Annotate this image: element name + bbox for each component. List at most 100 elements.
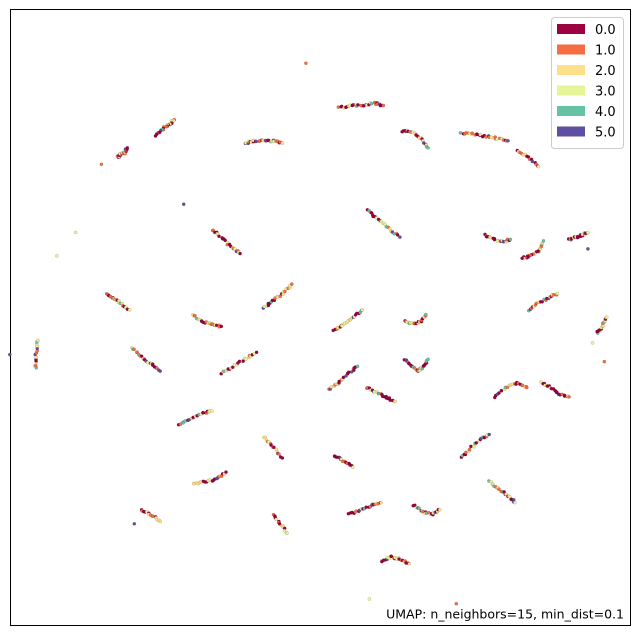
data-point [153, 134, 158, 138]
data-point [604, 315, 609, 319]
data-point [497, 487, 501, 491]
legend-swatch [557, 65, 585, 75]
legend-label: 1.0 [595, 44, 616, 59]
data-point [497, 391, 501, 395]
data-point [539, 244, 543, 249]
data-point [280, 141, 285, 145]
data-point [417, 506, 421, 510]
data-point [586, 247, 590, 251]
data-point [393, 399, 397, 404]
data-point [73, 230, 78, 235]
data-point [285, 531, 289, 535]
data-point [244, 357, 248, 361]
axes-frame [10, 9, 631, 626]
data-point [379, 500, 383, 505]
legend-swatch [557, 44, 585, 55]
data-point [223, 238, 227, 243]
data-point [272, 445, 276, 450]
data-point [277, 522, 282, 526]
data-point [263, 435, 268, 440]
data-point [469, 444, 473, 449]
legend-label: 2.0 [595, 64, 616, 79]
data-point [233, 247, 237, 251]
points-layer [8, 61, 609, 606]
legend: 0.0 1.0 2.0 3.0 4.0 5.0 [551, 17, 624, 149]
legend-label: 3.0 [595, 85, 616, 100]
data-point [132, 347, 136, 352]
legend-label: 4.0 [595, 105, 616, 120]
data-point [426, 357, 430, 362]
data-point [266, 439, 271, 444]
data-point [356, 103, 360, 107]
data-point [139, 354, 144, 358]
data-point [474, 441, 479, 445]
data-point [36, 338, 40, 343]
data-point [125, 146, 130, 150]
data-point [241, 359, 245, 363]
data-point [586, 230, 590, 235]
data-point [555, 291, 560, 296]
data-point [280, 456, 285, 460]
data-point [99, 162, 104, 167]
data-point [132, 522, 137, 526]
data-point [351, 465, 355, 470]
data-point [355, 364, 360, 369]
data-point [539, 380, 543, 384]
data-point [193, 314, 197, 318]
data-point [407, 361, 411, 366]
data-point [389, 554, 394, 559]
data-point [340, 324, 344, 328]
data-point [472, 445, 476, 449]
data-point [135, 350, 139, 354]
data-point [438, 507, 442, 512]
data-point [458, 131, 463, 135]
data-point [224, 470, 228, 474]
data-point [590, 341, 595, 345]
data-point [269, 443, 273, 447]
data-point [454, 601, 459, 606]
data-point [413, 503, 417, 507]
data-point [360, 308, 365, 312]
data-point [478, 132, 483, 137]
data-point [602, 359, 607, 364]
data-point [536, 164, 541, 169]
data-point [492, 237, 497, 242]
data-point [150, 514, 155, 519]
data-point [346, 370, 351, 374]
data-point [506, 139, 510, 143]
data-point [369, 101, 374, 106]
data-point [217, 234, 221, 239]
legend-swatch [557, 126, 585, 137]
data-point [525, 385, 529, 390]
data-point [424, 312, 428, 317]
data-point [33, 363, 38, 368]
legend-label: 5.0 [595, 126, 616, 141]
data-point [201, 411, 205, 415]
data-point [178, 422, 183, 426]
data-point [181, 202, 186, 206]
data-point [504, 492, 508, 497]
umap-annotation: UMAP: n_neighbors=15, min_dist=0.1 [386, 607, 624, 622]
data-point [231, 365, 235, 369]
data-point [488, 235, 493, 240]
data-point [304, 61, 308, 65]
data-point [290, 282, 294, 286]
data-point [520, 256, 524, 261]
data-point [508, 237, 513, 242]
data-point [127, 308, 132, 312]
data-point [407, 562, 412, 566]
data-point [367, 597, 372, 601]
data-point [467, 447, 472, 452]
data-point [254, 350, 259, 355]
legend-swatch [557, 24, 585, 34]
data-point [274, 517, 278, 522]
data-point [530, 159, 535, 164]
data-point [158, 519, 162, 524]
data-point [499, 388, 504, 393]
data-point [364, 505, 368, 509]
data-point [282, 528, 287, 533]
data-point [8, 352, 12, 357]
data-point [540, 300, 544, 304]
data-point [541, 239, 546, 243]
